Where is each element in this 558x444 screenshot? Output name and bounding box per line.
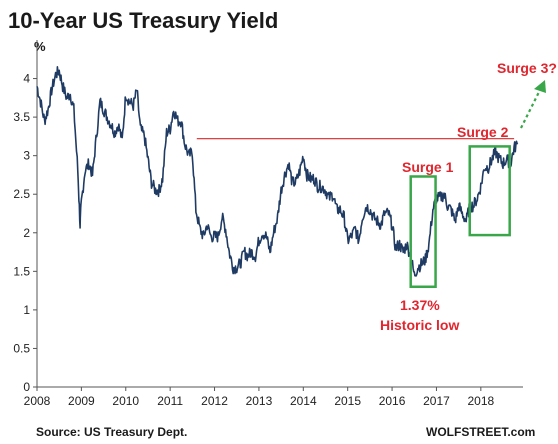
y-axis-unit: % <box>34 39 46 54</box>
x-tick-label: 2017 <box>423 394 450 408</box>
x-tick-label: 2008 <box>24 394 51 408</box>
x-tick-label: 2009 <box>68 394 95 408</box>
plot-area <box>36 66 519 277</box>
surge-1-box <box>409 175 437 289</box>
x-tick-label: 2014 <box>290 394 317 408</box>
y-tick-label: 1 <box>23 303 30 317</box>
y-tick-label: 4 <box>23 72 30 86</box>
x-tick-label: 2010 <box>112 394 139 408</box>
chart-title: 10-Year US Treasury Yield <box>8 8 278 33</box>
x-tick-label: 2015 <box>334 394 361 408</box>
x-tick-labels: 2008 2009 2010 2011 2012 2013 2014 2015 2016 2017… <box>24 387 495 408</box>
y-tick-labels: 0 0.5 1 1.5 2 2.5 3 3.5 4 <box>13 72 37 394</box>
source-note: Source: US Treasury Dept. <box>36 425 187 439</box>
brand-watermark: WOLFSTREET.com <box>426 425 535 439</box>
historic-low-value: 1.37% <box>400 297 440 313</box>
y-tick-label: 1.5 <box>13 264 30 278</box>
x-tick-label: 2013 <box>246 394 273 408</box>
y-tick-label: 3.5 <box>13 110 30 124</box>
surge-2-label: Surge 2 <box>457 124 509 140</box>
surge-3-label: Surge 3? <box>497 60 557 76</box>
surge-3-arrowhead <box>534 80 546 93</box>
y-tick-label: 3 <box>23 149 30 163</box>
surge-2-box <box>468 145 511 237</box>
surge-1-label: Surge 1 <box>402 159 454 175</box>
x-tick-label: 2012 <box>201 394 228 408</box>
yield-series-line <box>36 66 519 277</box>
surge-3-arrow <box>520 80 546 129</box>
x-tick-label: 2011 <box>157 394 183 408</box>
y-tick-label: 2.5 <box>13 187 30 201</box>
y-tick-label: 0 <box>23 380 30 394</box>
y-tick-label: 2 <box>23 226 30 240</box>
surge-3-arrow-shaft <box>520 87 542 129</box>
historic-low-label: Historic low <box>380 317 459 333</box>
x-tick-label: 2016 <box>379 394 406 408</box>
highlight-boxes <box>409 145 511 289</box>
y-tick-label: 0.5 <box>13 341 30 355</box>
x-tick-label: 2018 <box>467 394 494 408</box>
axes <box>36 40 523 388</box>
